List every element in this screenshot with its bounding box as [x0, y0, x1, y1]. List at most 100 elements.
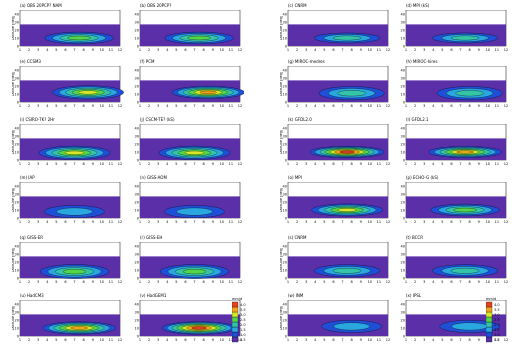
y-tick-label: 40 [15, 13, 19, 17]
x-tick-label: 8 [203, 338, 205, 342]
y-tick-label: 0 [403, 335, 405, 339]
x-tick-label: 11 [229, 104, 233, 108]
y-tick-label: 30 [135, 135, 139, 139]
y-tick-label: 10 [15, 93, 19, 97]
y-tick-label: 20 [15, 29, 19, 33]
contour-band-4 [187, 35, 211, 41]
y-axis-label: Latitude [deg] [280, 15, 283, 40]
y-tick-label: 0 [285, 159, 287, 163]
panel-title: (c) CNRM [288, 3, 307, 8]
colorbar-swatch [485, 336, 493, 343]
x-tick-label: 2 [148, 104, 150, 108]
x-tick-label: 7 [73, 280, 75, 284]
x-tick-label: 12 [504, 220, 508, 224]
x-tick-label: 6 [332, 104, 334, 108]
x-tick-label: 8 [351, 104, 353, 108]
x-tick-label: 10 [368, 280, 372, 284]
colorbar-swatch [485, 321, 493, 328]
x-tick-label: 11 [495, 162, 499, 166]
y-axis-label: Latitude [deg] [12, 15, 15, 40]
x-tick-label: 2 [414, 338, 416, 342]
y-tick-label: 10 [135, 209, 139, 213]
y-tick-label: 10 [401, 327, 405, 331]
x-tick-label: 8 [469, 338, 471, 342]
y-tick-label: 10 [283, 37, 287, 41]
x-tick-label: 7 [459, 220, 461, 224]
x-tick-label: 9 [478, 48, 480, 52]
x-tick-label: 6 [450, 162, 452, 166]
x-tick-label: 7 [193, 162, 195, 166]
x-tick-label: 6 [450, 338, 452, 342]
x-tick-label: 9 [360, 104, 362, 108]
x-tick-label: 12 [118, 104, 122, 108]
y-tick-label: 40 [283, 185, 287, 189]
y-tick-label: 20 [15, 319, 19, 323]
x-tick-label: 9 [478, 338, 480, 342]
y-tick-label: 30 [15, 21, 19, 25]
x-tick-label: 4 [166, 220, 169, 224]
x-tick-label: 12 [386, 48, 390, 52]
x-tick-label: 2 [414, 48, 416, 52]
y-tick-label: 20 [283, 29, 287, 33]
x-tick-label: 12 [504, 280, 508, 284]
y-tick-label: 20 [401, 29, 405, 33]
colorbar-label: 1.0 [240, 333, 246, 337]
x-tick-label: 4 [166, 280, 169, 284]
panel-e: (e) CCSM3 0 10 20 30 40 1 2 3 4 5 6 7 8 9 10 11 12 Latitud… [12, 59, 124, 112]
y-tick-label: 40 [135, 127, 139, 131]
x-tick-label: 3 [423, 338, 425, 342]
x-tick-label: 1 [405, 162, 407, 166]
x-tick-label: 9 [360, 280, 362, 284]
y-tick-label: 40 [401, 303, 405, 307]
y-tick-label: 40 [283, 127, 287, 131]
panel-title: (d) MPI (kS) [406, 3, 430, 8]
panel-title: (o) MPI [288, 175, 302, 180]
x-tick-label: 9 [212, 104, 214, 108]
x-tick-label: 8 [83, 220, 85, 224]
x-tick-label: 2 [28, 220, 30, 224]
x-tick-label: 10 [100, 220, 104, 224]
y-axis-label: Latitude [deg] [12, 187, 15, 212]
x-tick-label: 3 [423, 104, 425, 108]
x-tick-label: 4 [166, 338, 169, 342]
x-tick-label: 10 [220, 220, 224, 224]
x-tick-label: 1 [287, 280, 289, 284]
x-tick-label: 6 [332, 220, 334, 224]
x-tick-label: 3 [423, 280, 425, 284]
x-tick-label: 7 [341, 104, 343, 108]
x-tick-label: 11 [229, 280, 233, 284]
y-tick-label: 40 [283, 245, 287, 249]
panel-o: (o) MPI 0 10 20 30 40 1 2 3 4 5 6 7 8 9 10 11 12 Latitude … [280, 175, 392, 228]
x-tick-label: 9 [92, 220, 94, 224]
x-tick-label: 8 [351, 338, 353, 342]
y-tick-label: 40 [15, 245, 19, 249]
x-tick-label: 8 [469, 220, 471, 224]
x-tick-label: 2 [28, 48, 30, 52]
x-tick-label: 2 [296, 338, 298, 342]
x-tick-label: 7 [459, 104, 461, 108]
x-tick-label: 4 [432, 104, 435, 108]
x-tick-label: 2 [414, 104, 416, 108]
x-tick-label: 7 [459, 48, 461, 52]
panel-title: (b) OBS 20PCP? [140, 3, 172, 8]
x-tick-label: 8 [469, 48, 471, 52]
x-tick-label: 5 [441, 162, 443, 166]
x-tick-label: 8 [203, 162, 205, 166]
x-tick-label: 10 [368, 338, 372, 342]
x-tick-label: 2 [148, 48, 150, 52]
y-tick-label: 0 [285, 217, 287, 221]
x-tick-label: 3 [305, 220, 307, 224]
x-tick-label: 6 [64, 48, 66, 52]
x-tick-label: 8 [203, 280, 205, 284]
colorbar-label: 3.5 [494, 308, 500, 312]
x-tick-label: 6 [184, 162, 186, 166]
x-tick-label: 4 [432, 48, 435, 52]
x-tick-label: 9 [92, 338, 94, 342]
x-tick-label: 8 [351, 280, 353, 284]
y-tick-label: 20 [401, 85, 405, 89]
x-tick-label: 7 [341, 338, 343, 342]
